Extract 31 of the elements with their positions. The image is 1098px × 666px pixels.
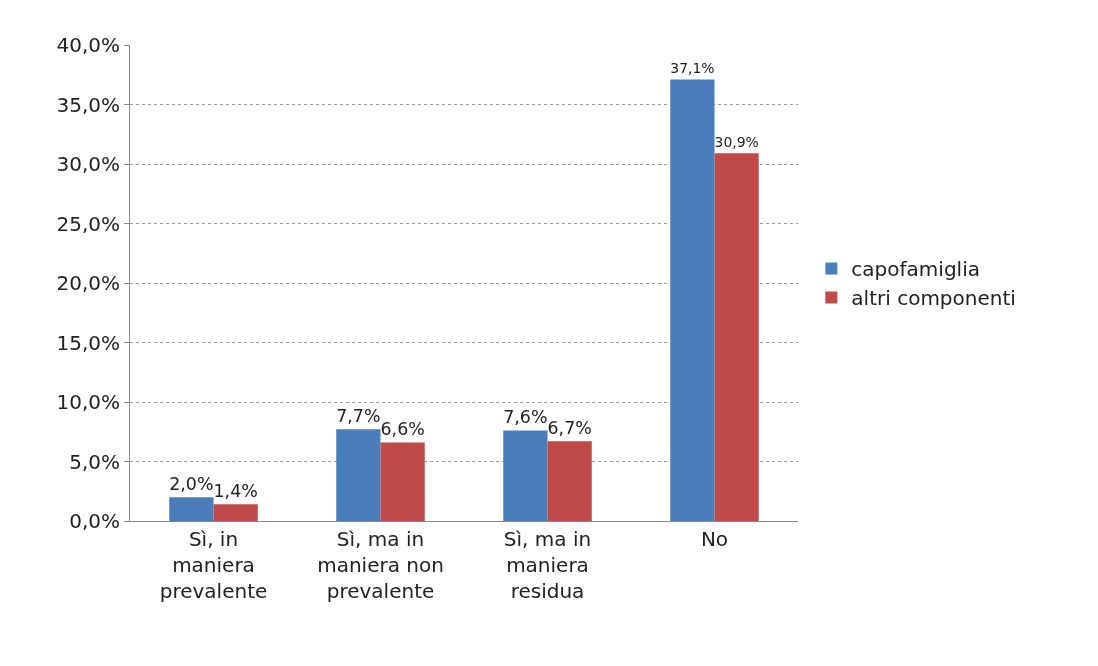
y-tick-label: 15,0% — [56, 330, 120, 355]
data-label: 6,6% — [380, 419, 425, 440]
x-tick-label: Sì, in maniera prevalente — [159, 527, 268, 603]
y-tick-label: 40,0% — [56, 33, 120, 57]
y-tick-label: 35,0% — [56, 92, 120, 117]
data-label: 6,7% — [547, 417, 592, 438]
bar — [670, 79, 715, 521]
y-tick-label: 0,0% — [69, 509, 120, 533]
x-tick-label: No — [700, 527, 729, 551]
bar — [714, 153, 759, 521]
x-tick-label: Sì, ma in maniera non prevalente — [317, 527, 444, 603]
bar — [336, 429, 381, 521]
y-tick-label: 10,0% — [56, 390, 120, 414]
y-tick-label: 5,0% — [69, 449, 120, 474]
x-tick-label: Sì, ma in maniera residua — [503, 527, 592, 603]
data-label: 1,4% — [213, 480, 258, 501]
data-label: 37,1% — [670, 60, 715, 77]
y-tick-label: 20,0% — [56, 271, 120, 295]
bar — [503, 430, 548, 521]
y-tick-label: 25,0% — [56, 211, 120, 236]
data-label: 7,6% — [503, 407, 548, 428]
bar — [380, 442, 425, 521]
legend-label: capofamiglia — [851, 257, 980, 282]
bar — [547, 441, 592, 521]
bar — [169, 497, 214, 521]
bar — [213, 504, 258, 521]
data-label: 2,0% — [169, 473, 214, 494]
legend-label: altri componenti — [851, 286, 1016, 311]
data-label: 7,7% — [336, 406, 381, 427]
y-tick-label: 30,0% — [56, 152, 120, 176]
data-label: 30,9% — [714, 133, 759, 150]
